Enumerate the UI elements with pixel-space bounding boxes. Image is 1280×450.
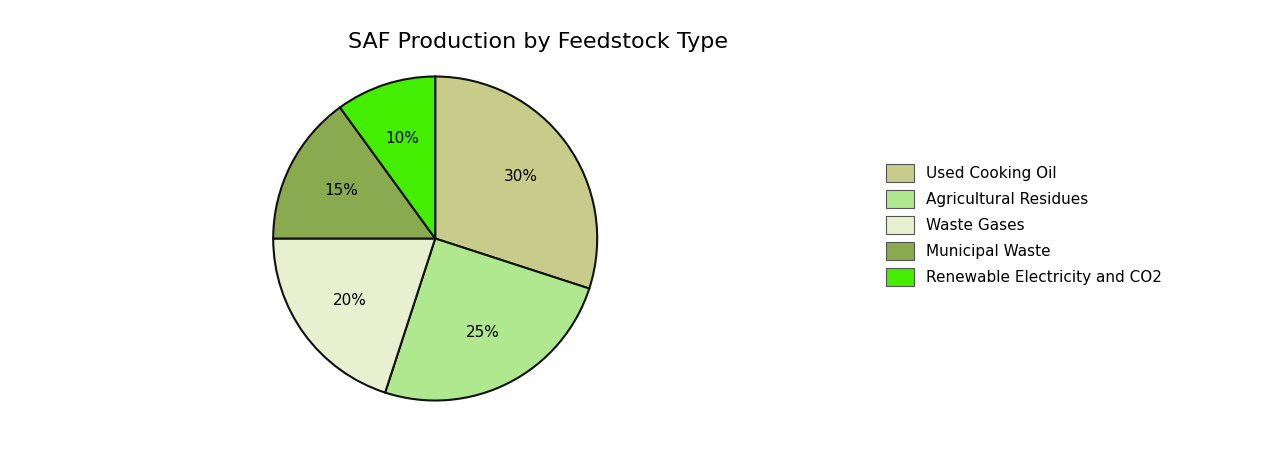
- Text: 30%: 30%: [503, 169, 538, 184]
- Text: SAF Production by Feedstock Type: SAF Production by Feedstock Type: [348, 32, 727, 51]
- Wedge shape: [273, 238, 435, 392]
- Wedge shape: [435, 76, 598, 288]
- Text: 25%: 25%: [466, 325, 500, 340]
- Wedge shape: [385, 238, 589, 400]
- Text: 20%: 20%: [333, 293, 367, 308]
- Legend: Used Cooking Oil, Agricultural Residues, Waste Gases, Municipal Waste, Renewable: Used Cooking Oil, Agricultural Residues,…: [878, 157, 1170, 293]
- Wedge shape: [340, 76, 435, 238]
- Text: 10%: 10%: [385, 131, 420, 146]
- Text: 15%: 15%: [324, 183, 358, 198]
- Wedge shape: [273, 108, 435, 238]
